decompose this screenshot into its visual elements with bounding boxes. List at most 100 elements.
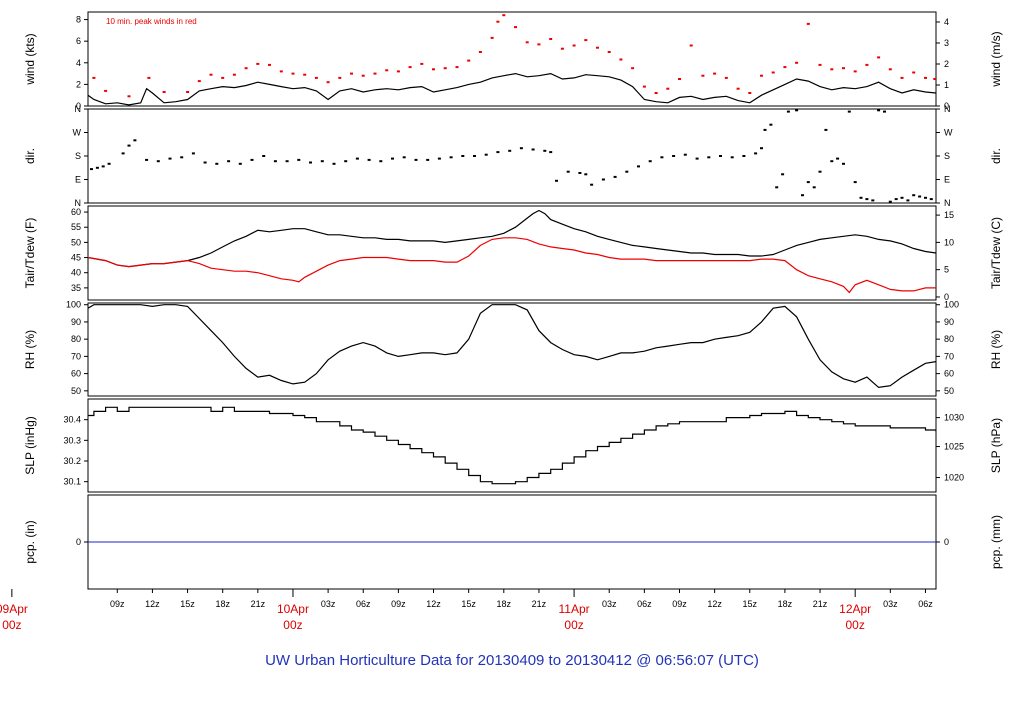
data-point — [795, 109, 799, 112]
data-point — [853, 70, 857, 73]
right-tick-label: 1 — [944, 80, 949, 90]
x-tick-label: 06z — [356, 599, 371, 609]
x-tick-label: 03z — [321, 599, 336, 609]
left-tick-label: 4 — [76, 58, 81, 68]
data-point — [775, 186, 779, 189]
right-tick-label: 50 — [944, 386, 954, 396]
data-point — [215, 162, 219, 165]
panel-pcp: 0 0 pcp. (in) pcp. (mm) — [23, 494, 1003, 590]
data-point — [760, 147, 763, 150]
data-point — [262, 155, 266, 157]
left-tick-label: S — [75, 151, 81, 161]
right-tick-label: 80 — [944, 334, 954, 344]
data-point — [279, 70, 283, 73]
data-point — [818, 170, 822, 173]
data-point — [842, 162, 845, 165]
data-point — [695, 157, 699, 160]
data-point — [812, 186, 816, 189]
right-tick-label: 0 — [944, 101, 949, 111]
data-point — [443, 67, 447, 70]
series-wind-0 — [88, 72, 936, 106]
data-point — [613, 175, 617, 178]
x-tick-label: 06z — [637, 599, 652, 609]
left-tick-label: 55 — [71, 222, 81, 232]
data-point — [859, 196, 863, 199]
left-tick-label: 80 — [71, 334, 81, 344]
data-point — [162, 91, 166, 93]
data-point — [607, 51, 611, 53]
x-tick-label: 03z — [883, 599, 898, 609]
left-tick-label: 2 — [76, 79, 81, 89]
left-tick-label: 100 — [66, 300, 81, 310]
left-tick-label: 30.2 — [63, 456, 81, 466]
right-tick-label: S — [944, 151, 950, 161]
data-point — [297, 158, 301, 161]
data-point — [145, 158, 149, 161]
data-point — [285, 160, 289, 163]
data-point — [877, 56, 881, 59]
data-point — [92, 76, 96, 79]
data-point — [830, 68, 834, 71]
data-point — [121, 152, 125, 155]
data-point — [666, 87, 670, 90]
data-point — [912, 194, 916, 197]
ylabel-right: Tair/Tdew (C) — [989, 217, 1003, 289]
data-point — [678, 78, 681, 80]
data-point — [769, 123, 773, 126]
data-point — [197, 80, 201, 83]
data-point — [502, 14, 506, 17]
data-point — [801, 194, 804, 197]
data-point — [543, 149, 547, 152]
left-tick-label: 35 — [71, 283, 81, 293]
data-point — [227, 160, 231, 163]
left-tick-label: 60 — [71, 369, 81, 379]
left-tick-label: 0 — [76, 537, 81, 547]
ylabel-left: Tair/Tdew (F) — [23, 218, 37, 289]
data-point — [95, 166, 99, 169]
ylabel-left: SLP (inHg) — [23, 416, 37, 474]
data-point — [549, 151, 553, 154]
x-tick-label: 18z — [497, 599, 512, 609]
data-point — [344, 160, 348, 163]
right-tick-label: N — [944, 104, 951, 114]
right-tick-label: 70 — [944, 351, 954, 361]
right-tick-label: 2 — [944, 59, 949, 69]
data-point — [900, 76, 904, 79]
data-point — [350, 72, 353, 75]
left-tick-label: 45 — [71, 253, 81, 263]
panel-frame — [87, 11, 937, 107]
data-point — [449, 156, 453, 159]
data-point — [572, 44, 576, 47]
left-tick-label: 6 — [76, 36, 81, 46]
data-point — [619, 58, 623, 61]
data-point — [883, 110, 886, 113]
data-point — [806, 181, 810, 184]
panel-annotation: 10 min. peak winds in red — [106, 17, 197, 26]
data-point — [660, 156, 664, 159]
data-point — [303, 73, 307, 76]
data-point — [929, 198, 933, 201]
data-point — [90, 168, 93, 171]
series-group — [88, 406, 936, 485]
data-point — [496, 20, 500, 23]
data-point — [385, 69, 389, 72]
left-tick-label: 50 — [71, 386, 81, 396]
left-tick-label: 40 — [71, 268, 81, 278]
data-point — [127, 95, 131, 98]
data-point — [291, 72, 295, 75]
x-tick-label: 12z — [145, 599, 160, 609]
x-tick-label: 09z — [110, 599, 125, 609]
data-point — [748, 92, 752, 94]
day-hour-label: 00z — [564, 618, 583, 632]
data-point — [232, 73, 236, 76]
data-point — [625, 170, 629, 173]
ylabel-left: RH (%) — [23, 330, 37, 369]
data-point — [221, 76, 225, 79]
data-point — [326, 81, 330, 84]
data-point — [584, 39, 588, 42]
data-point — [549, 38, 553, 40]
data-point — [355, 157, 359, 160]
data-point — [519, 147, 523, 150]
x-tick-label: 18z — [215, 599, 230, 609]
